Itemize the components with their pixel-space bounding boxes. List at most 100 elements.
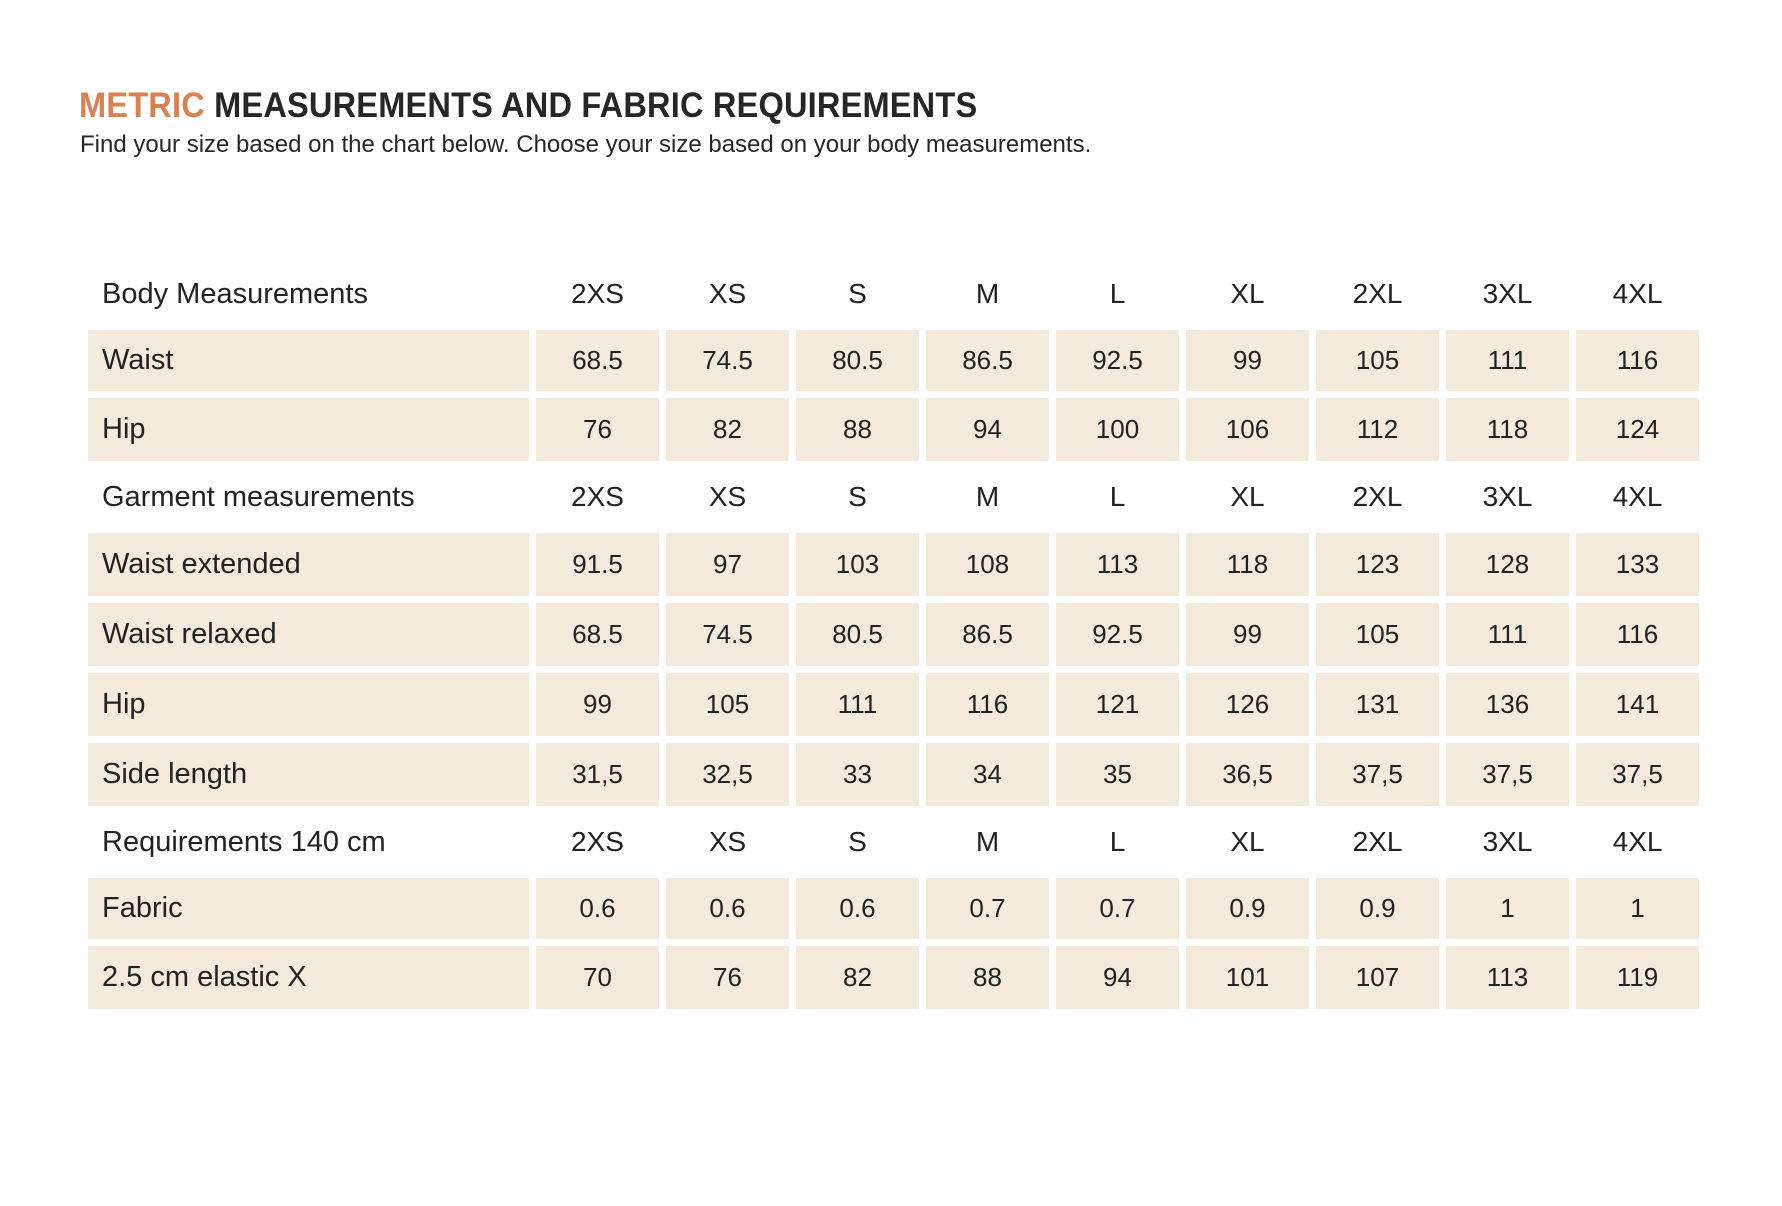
measurement-cell: 94 — [1056, 946, 1179, 1009]
measurement-cell: 119 — [1576, 946, 1699, 1009]
measurement-cell: 0.6 — [536, 878, 659, 939]
measurement-cell: 103 — [796, 533, 919, 596]
row-label: Waist relaxed — [88, 603, 529, 666]
measurement-cell: 74.5 — [666, 603, 789, 666]
size-header: XS — [708, 481, 747, 512]
measurement-cell: 111 — [1446, 603, 1569, 666]
measurement-cell: 106 — [1186, 398, 1309, 461]
measurement-cell: 70 — [536, 946, 659, 1009]
row-label: Waist — [88, 330, 529, 391]
size-header: 3XL — [1482, 278, 1533, 309]
page-title: METRIC MEASUREMENTS AND FABRIC REQUIREME… — [79, 86, 977, 126]
size-header: M — [975, 481, 1000, 512]
measurement-cell: 116 — [926, 673, 1049, 736]
page-subtitle: Find your size based on the chart below.… — [80, 131, 1092, 158]
section-header-row: Requirements 140 cm 2XS XS S M L XL 2XL 3XL 4XL — [88, 813, 1699, 871]
size-header: S — [848, 278, 867, 309]
measurement-cell: 121 — [1056, 673, 1179, 736]
measurement-cell: 76 — [536, 398, 659, 461]
measurement-cell: 107 — [1316, 946, 1439, 1009]
measurement-cell: 88 — [926, 946, 1049, 1009]
measurement-row: Waist extended 91.5 97 103 108 113 118 123 128 13… — [88, 533, 1699, 596]
size-header: 2XS — [571, 826, 624, 857]
measurement-cell: 116 — [1576, 330, 1699, 391]
size-header: 4XL — [1612, 278, 1663, 309]
measurement-cell: 99 — [1186, 603, 1309, 666]
measurement-cell: 105 — [1316, 330, 1439, 391]
size-header: M — [975, 826, 1000, 857]
measurement-cell: 141 — [1576, 673, 1699, 736]
size-header: L — [1109, 481, 1126, 512]
row-label: 2.5 cm elastic X — [88, 946, 529, 1009]
size-header: 2XS — [571, 278, 624, 309]
measurement-row: Waist 68.5 74.5 80.5 86.5 92.5 99 105 111 116 — [88, 330, 1699, 391]
measurement-cell: 0.6 — [796, 878, 919, 939]
size-header: XS — [708, 826, 747, 857]
measurement-cell: 97 — [666, 533, 789, 596]
measurement-cell: 37,5 — [1576, 743, 1699, 806]
section-title: Garment measurements — [102, 480, 415, 513]
measurement-cell: 118 — [1186, 533, 1309, 596]
size-header: 4XL — [1612, 481, 1663, 512]
measurement-cell: 0.6 — [666, 878, 789, 939]
measurement-cell: 105 — [666, 673, 789, 736]
measurement-cell: 82 — [666, 398, 789, 461]
measurement-cell: 1 — [1446, 878, 1569, 939]
size-header: 2XL — [1352, 481, 1403, 512]
measurement-row: Hip 99 105 111 116 121 126 131 136 141 — [88, 673, 1699, 736]
row-label: Hip — [88, 398, 529, 461]
measurement-row: Fabric 0.6 0.6 0.6 0.7 0.7 0.9 0.9 1 1 — [88, 878, 1699, 939]
measurement-cell: 80.5 — [796, 603, 919, 666]
measurement-cell: 116 — [1576, 603, 1699, 666]
size-chart-body: Body Measurements 2XS XS S M L XL 2XL 3XL 4XL Wais… — [88, 265, 1699, 1009]
row-label: Waist extended — [88, 533, 529, 596]
size-header: XL — [1230, 826, 1265, 857]
measurement-cell: 118 — [1446, 398, 1569, 461]
size-header: 2XS — [571, 481, 624, 512]
measurement-cell: 133 — [1576, 533, 1699, 596]
size-header: 2XL — [1352, 826, 1403, 857]
size-header: 2XL — [1352, 278, 1403, 309]
row-label: Hip — [88, 673, 529, 736]
size-header: L — [1109, 278, 1126, 309]
measurement-cell: 0.7 — [926, 878, 1049, 939]
measurement-cell: 0.7 — [1056, 878, 1179, 939]
measurement-cell: 0.9 — [1186, 878, 1309, 939]
title-rest: MEASUREMENTS AND FABRIC REQUIREMENTS — [214, 86, 978, 125]
measurement-cell: 126 — [1186, 673, 1309, 736]
measurement-cell: 111 — [1446, 330, 1569, 391]
measurement-cell: 128 — [1446, 533, 1569, 596]
measurement-cell: 111 — [796, 673, 919, 736]
measurement-row: Waist relaxed 68.5 74.5 80.5 86.5 92.5 99 105 11… — [88, 603, 1699, 666]
measurement-cell: 68.5 — [536, 603, 659, 666]
size-header: 4XL — [1612, 826, 1663, 857]
measurement-cell: 92.5 — [1056, 330, 1179, 391]
measurement-row: 2.5 cm elastic X 70 76 82 88 94 101 107 113 119 — [88, 946, 1699, 1009]
measurement-cell: 123 — [1316, 533, 1439, 596]
size-header: 3XL — [1482, 481, 1533, 512]
size-chart-table: Body Measurements 2XS XS S M L XL 2XL 3XL 4XL Wais… — [81, 258, 1706, 1016]
row-label: Fabric — [88, 878, 529, 939]
measurement-cell: 1 — [1576, 878, 1699, 939]
measurement-cell: 35 — [1056, 743, 1179, 806]
measurement-cell: 136 — [1446, 673, 1569, 736]
measurement-cell: 92.5 — [1056, 603, 1179, 666]
measurement-cell: 36,5 — [1186, 743, 1309, 806]
measurement-cell: 100 — [1056, 398, 1179, 461]
measurement-cell: 112 — [1316, 398, 1439, 461]
measurement-cell: 124 — [1576, 398, 1699, 461]
measurement-cell: 131 — [1316, 673, 1439, 736]
measurement-cell: 0.9 — [1316, 878, 1439, 939]
measurement-cell: 101 — [1186, 946, 1309, 1009]
size-header: XL — [1230, 481, 1265, 512]
measurement-cell: 113 — [1056, 533, 1179, 596]
measurement-cell: 108 — [926, 533, 1049, 596]
measurement-cell: 74.5 — [666, 330, 789, 391]
measurement-cell: 37,5 — [1446, 743, 1569, 806]
measurement-cell: 86.5 — [926, 330, 1049, 391]
section-header-row: Body Measurements 2XS XS S M L XL 2XL 3XL 4XL — [88, 265, 1699, 323]
measurement-row: Side length 31,5 32,5 33 34 35 36,5 37,5 37,5 37,… — [88, 743, 1699, 806]
measurement-cell: 76 — [666, 946, 789, 1009]
row-label: Side length — [88, 743, 529, 806]
measurement-cell: 80.5 — [796, 330, 919, 391]
